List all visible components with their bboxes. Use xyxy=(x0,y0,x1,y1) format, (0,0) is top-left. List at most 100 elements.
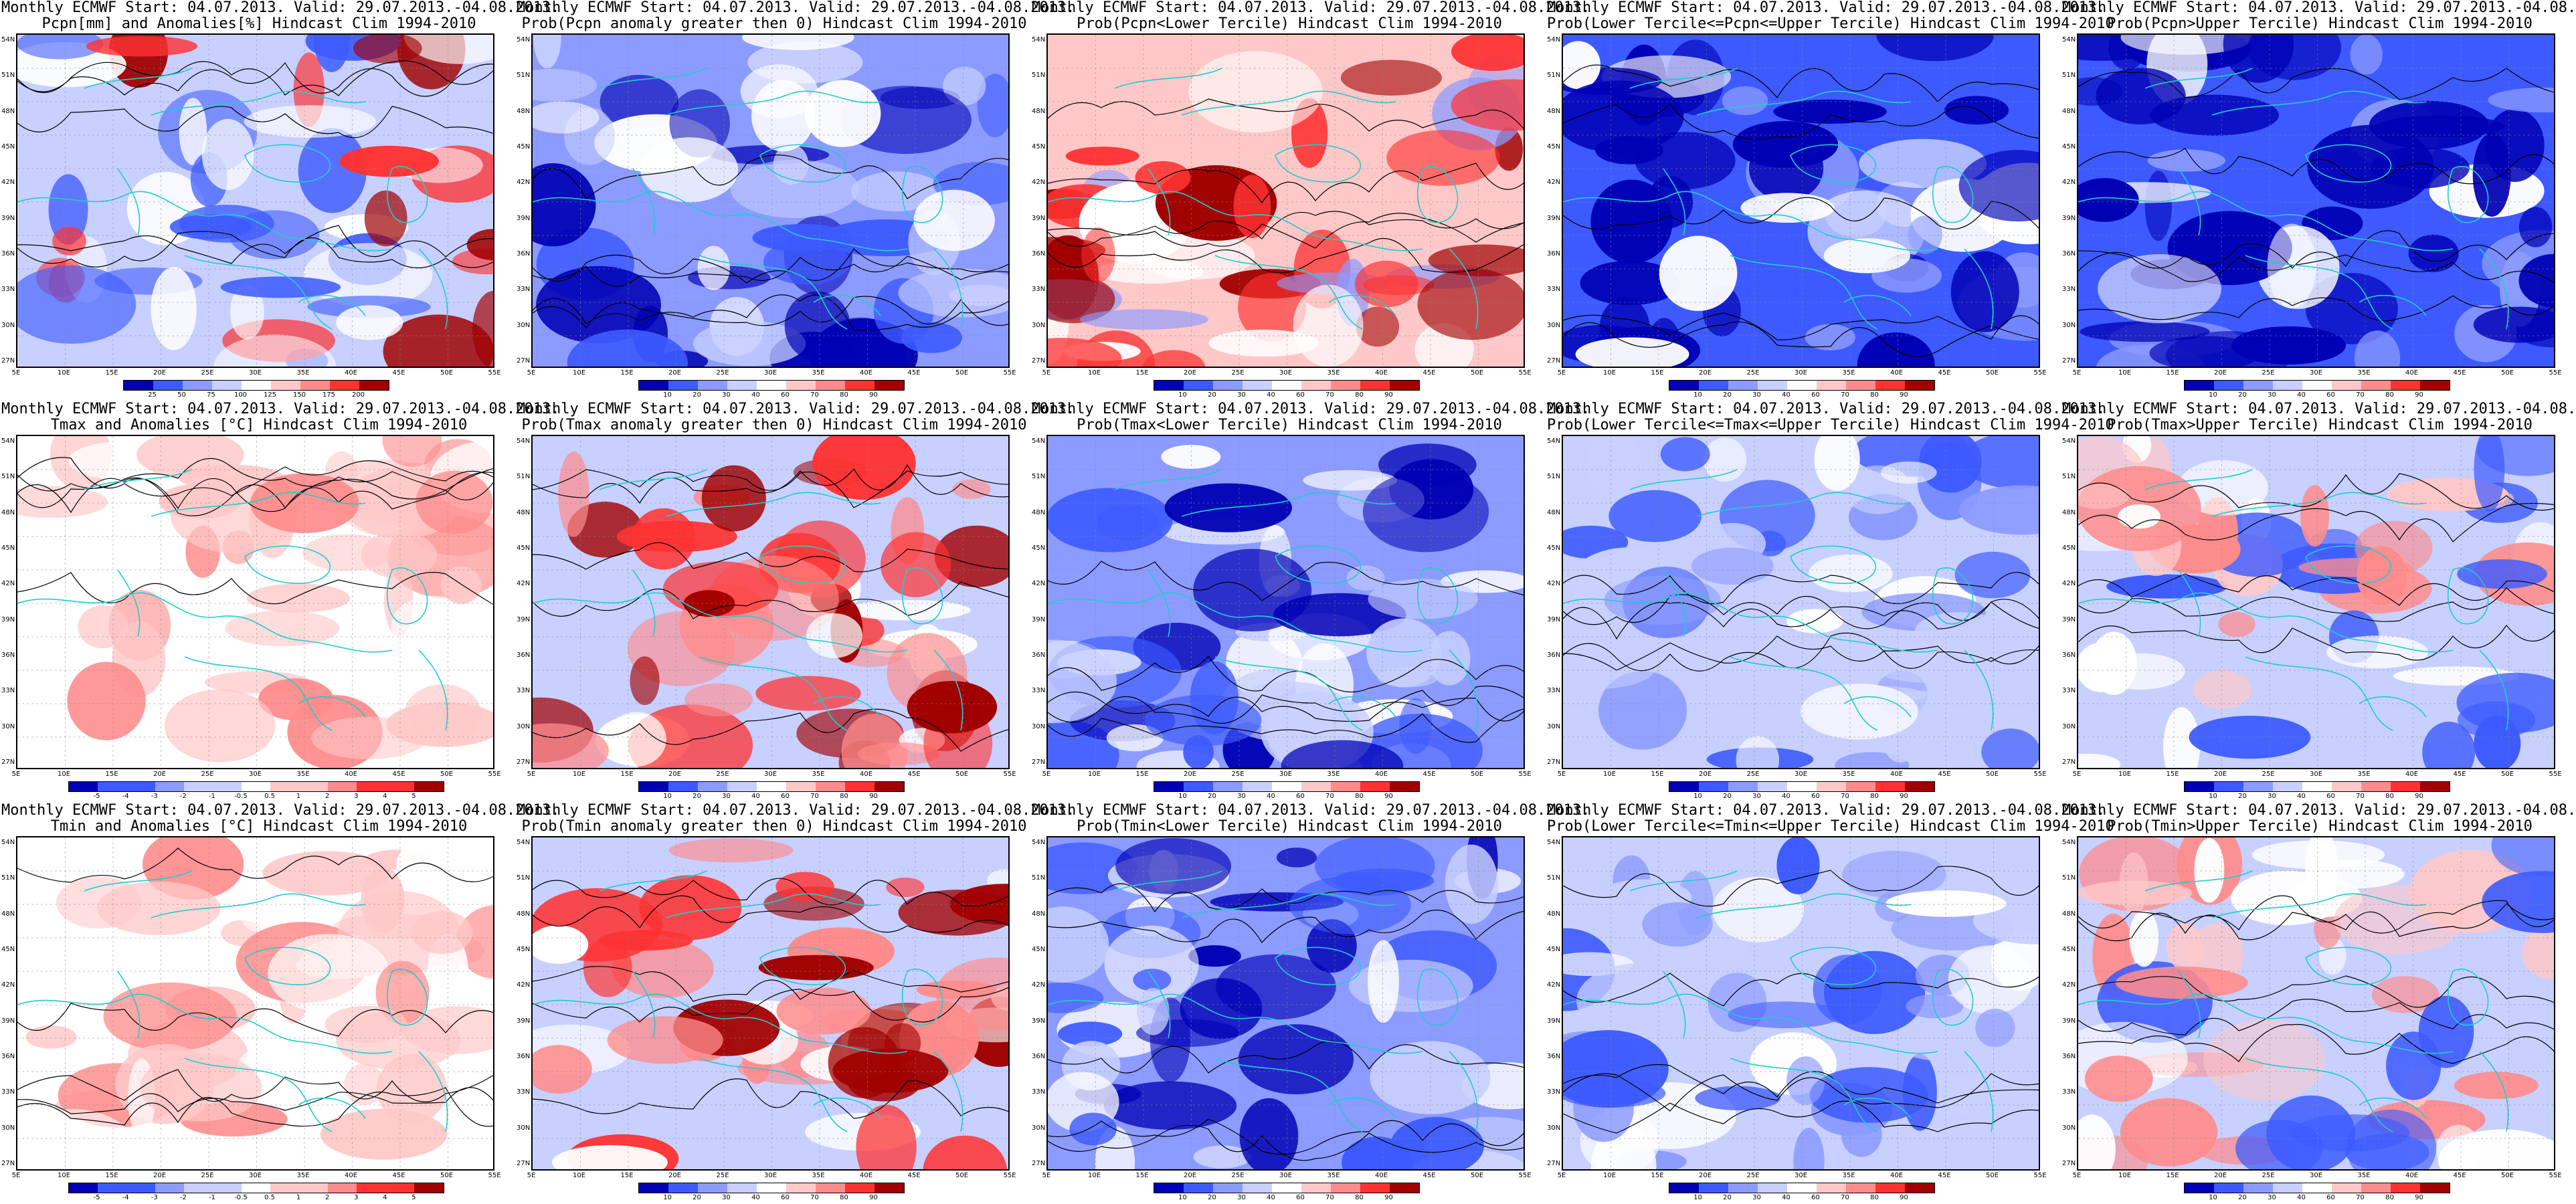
field-blob xyxy=(1703,437,1747,482)
latitude-label: 42N xyxy=(1032,179,1046,187)
longitude-label: 30E xyxy=(2309,771,2323,778)
latitude-label: 54N xyxy=(1032,437,1046,445)
color-scale-swatch xyxy=(844,381,875,390)
coastline xyxy=(184,255,333,330)
coastline xyxy=(2479,1051,2509,1132)
longitude-label: 25E xyxy=(2262,1172,2275,1179)
longitude-label: 20E xyxy=(2213,1172,2227,1179)
color-scale-tick: -5 xyxy=(93,793,100,800)
map-panel: Monthly ECMWF Start: 04.07.2013. Valid: … xyxy=(2062,803,2576,1204)
panel-title-line1: Monthly ECMWF Start: 04.07.2013. Valid: … xyxy=(517,401,1075,417)
color-scale-tick: 1 xyxy=(296,793,301,800)
contour-line xyxy=(533,708,1008,752)
latitude-label: 39N xyxy=(2062,214,2076,222)
color-scale-swatch xyxy=(385,1183,415,1193)
contour-line xyxy=(533,987,1008,1023)
field-blob xyxy=(1362,471,1489,553)
color-scale-swatch xyxy=(1904,381,1934,390)
latitude-label: 33N xyxy=(2062,286,2076,294)
color-scale-bar xyxy=(1153,781,1420,792)
latitude-label: 45N xyxy=(1032,544,1046,552)
coastline xyxy=(1563,592,1938,653)
color-scale-tick: 75 xyxy=(207,391,215,399)
longitude-label: 40E xyxy=(1374,771,1388,778)
color-scale-swatch xyxy=(155,1183,184,1193)
coastline xyxy=(1843,294,1912,316)
field-blob xyxy=(1773,99,1887,124)
longitude-label: 10E xyxy=(57,1172,71,1179)
coastline xyxy=(2245,1058,2393,1132)
field-blob xyxy=(1081,227,1115,283)
map-canvas xyxy=(1046,33,1525,368)
coastline xyxy=(2359,1097,2427,1119)
color-scale-tick: 60 xyxy=(1811,391,1820,399)
longitude-label: 50E xyxy=(955,1172,969,1179)
longitude-label: 10E xyxy=(572,369,586,377)
contour-line xyxy=(1048,237,1524,274)
color-scale-tick: 40 xyxy=(2297,1194,2306,1201)
panel-title: Monthly ECMWF Start: 04.07.2013. Valid: … xyxy=(1032,0,1590,32)
color-scale-tick: 10 xyxy=(1693,1194,1702,1201)
color-scale-bar xyxy=(68,781,444,792)
color-scale-tick: 90 xyxy=(1384,793,1393,800)
latitude-label: 45N xyxy=(1,946,15,953)
longitude-label: 25E xyxy=(201,771,214,778)
longitude-label: 55E xyxy=(488,1172,501,1179)
field-blob xyxy=(1451,35,1524,71)
coastline xyxy=(1114,68,1222,89)
color-scale-tick: 70 xyxy=(1325,793,1334,800)
field-blob xyxy=(773,144,809,185)
color-scale-tick: 40 xyxy=(751,391,760,399)
longitude-label: 30E xyxy=(248,369,262,377)
latitude-label: 48N xyxy=(1032,107,1046,115)
color-scale-swatch xyxy=(357,782,386,791)
latitude-label: 33N xyxy=(1032,687,1046,695)
contour-line xyxy=(2078,502,2554,542)
field-blob xyxy=(466,229,493,261)
coastline xyxy=(599,68,707,89)
map-canvas xyxy=(2077,33,2555,368)
longitude-label: 10E xyxy=(2118,369,2132,377)
field-blob xyxy=(1133,969,1172,991)
field-blob xyxy=(17,1109,136,1169)
map-canvas xyxy=(2077,435,2555,769)
coastline xyxy=(1275,144,1362,183)
color-scale-tick: 70 xyxy=(1841,793,1849,800)
contour-line xyxy=(1048,1124,1524,1161)
color-scale-swatch xyxy=(1154,782,1184,791)
longitude-label: 40E xyxy=(1890,1172,1904,1179)
color-scale-tick: 3 xyxy=(354,793,359,800)
color-scale-swatch xyxy=(1301,1183,1331,1193)
color-scale-tick: 25 xyxy=(148,391,157,399)
contour-line xyxy=(17,572,493,605)
contour-line xyxy=(1048,1040,1524,1074)
color-scale-tick: 70 xyxy=(1841,391,1849,399)
field-blob xyxy=(2418,995,2474,1068)
latitude-label: 48N xyxy=(2062,910,2076,918)
longitude-label: 40E xyxy=(344,771,358,778)
longitude-label: 35E xyxy=(812,1172,825,1179)
color-scale-tick: 80 xyxy=(1355,1194,1364,1201)
color-scale-swatch xyxy=(270,782,300,791)
color-scale-swatch xyxy=(727,782,757,791)
field-blob xyxy=(1069,1112,1117,1146)
longitude-label: 55E xyxy=(488,771,501,778)
color-scale-tick: 40 xyxy=(1267,793,1275,800)
latitude-label: 48N xyxy=(1547,508,1561,516)
field-blob xyxy=(923,1135,1007,1169)
longitude-label: 30E xyxy=(1794,1172,1808,1179)
coastline xyxy=(1932,969,1974,1026)
color-scale-swatch xyxy=(183,1183,213,1193)
longitude-label: 55E xyxy=(1518,771,1532,778)
contour-line xyxy=(1048,211,1524,247)
coastline xyxy=(387,969,428,1026)
panel-title: Monthly ECMWF Start: 04.07.2013. Valid: … xyxy=(1,803,559,835)
color-scale-tick: 90 xyxy=(1384,391,1393,399)
latitude-label: 27N xyxy=(1,759,15,766)
contour-line xyxy=(1563,594,2039,629)
color-scale-bar xyxy=(638,380,905,391)
color-scale-tick: -4 xyxy=(122,793,129,800)
color-scale-swatch xyxy=(697,1183,727,1193)
color-scale-swatch xyxy=(414,782,444,791)
coastline xyxy=(1417,969,1459,1026)
